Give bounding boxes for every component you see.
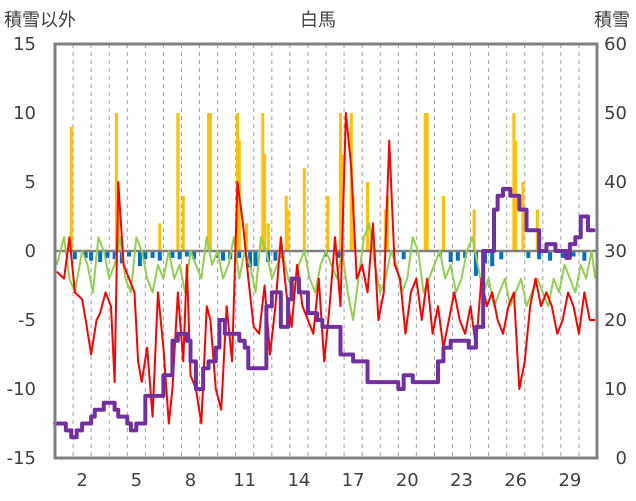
snow-change-bar [324, 251, 328, 257]
precipitation-bar [512, 113, 516, 251]
snow-change-bar [582, 251, 587, 261]
precipitation-bar [181, 195, 185, 251]
snow-change-bar [157, 251, 162, 261]
x-tick-label: 17 [342, 470, 365, 491]
snow-change-bar [127, 251, 132, 257]
left-tick-label: 5 [25, 172, 36, 193]
snow-change-bar [473, 251, 478, 276]
precipitation-bar [245, 223, 249, 251]
snow-change-bar [248, 251, 253, 268]
snow-change-bar [184, 251, 189, 257]
snow-change-bars [72, 251, 587, 276]
left-axis-label: 積雪以外 [4, 10, 76, 31]
precipitation-bar [263, 154, 267, 251]
left-tick-label: -15 [7, 448, 36, 469]
snow-change-bar [177, 251, 182, 260]
right-tick-label: 60 [604, 34, 627, 55]
snow-change-bar [548, 251, 553, 261]
precipitation-bar [286, 209, 290, 251]
snow-change-bar [143, 251, 148, 260]
precipitation-bar [158, 223, 162, 251]
precipitation-bar [284, 195, 288, 251]
snow-change-bar [455, 251, 460, 261]
precipitation-bar [114, 113, 118, 251]
chart-title: 白馬 [300, 10, 336, 31]
snow-change-bar [170, 251, 175, 258]
snow-change-bar [72, 251, 77, 260]
precipitation-bar [302, 168, 306, 251]
snow-change-bar [98, 251, 103, 263]
x-tick-label: 23 [450, 470, 473, 491]
snow-change-bar [237, 251, 242, 258]
left-tick-label: 15 [13, 34, 36, 55]
snow-change-bar [253, 251, 258, 267]
snow-change-bar [537, 251, 542, 260]
snow-change-bar [150, 251, 155, 258]
snow-change-bar [273, 251, 278, 261]
x-tick-label: 29 [558, 470, 581, 491]
snow-change-bar [112, 251, 117, 260]
x-tick-label: 2 [76, 470, 87, 491]
right-tick-label: 0 [616, 448, 627, 469]
precipitation-bar [423, 113, 427, 251]
temperature-max-line [56, 112, 596, 425]
x-tick-label: 14 [287, 470, 310, 491]
x-tick-label: 20 [396, 470, 419, 491]
precipitation-bar [366, 182, 370, 251]
snow-change-bar [336, 251, 341, 258]
snow-change-bar [221, 251, 226, 261]
left-tick-label: 0 [25, 241, 36, 262]
x-tick-label: 26 [504, 470, 527, 491]
precipitation-bar [266, 223, 270, 251]
precipitation-bar [261, 113, 265, 251]
precipitation-bar [338, 113, 342, 251]
snow-change-bar [499, 251, 504, 260]
x-tick-label: 11 [233, 470, 256, 491]
precipitation-bar [385, 195, 389, 251]
temperature-min-line [55, 222, 597, 321]
snow-change-bar [401, 251, 406, 260]
right-tick-label: 30 [604, 241, 627, 262]
precipitation-bar [425, 113, 429, 251]
right-tick-label: 50 [604, 103, 627, 124]
precipitation-bar [69, 126, 73, 251]
precipitation-bar [521, 182, 525, 251]
snow-change-bar [83, 251, 88, 258]
series-lines [53, 112, 597, 440]
precipitation-bar [176, 113, 180, 251]
left-tick-label: 10 [13, 103, 36, 124]
x-tick-label: 8 [185, 470, 196, 491]
precipitation-bar [208, 113, 212, 251]
right-tick-label: 40 [604, 172, 627, 193]
snow-change-bar [137, 251, 142, 267]
snow-change-bar [105, 251, 110, 258]
right-axis-label: 積雪 [594, 10, 630, 31]
snow-change-bar [448, 251, 453, 263]
right-tick-label: 20 [604, 310, 627, 331]
precipitation-bar [441, 195, 445, 251]
x-tick-label: 5 [131, 470, 142, 491]
tick-labels: -15 -10 -5 0 5 10 15 0 10 20 30 40 50 60 2 5 8 11 14 17 20 23… [7, 34, 627, 491]
plot-frame [53, 42, 599, 460]
snow-change-bar [571, 251, 576, 257]
precipitation-bars [69, 113, 539, 251]
precipitation-bar [326, 195, 330, 251]
left-tick-label: -10 [7, 379, 36, 400]
snow-change-bar [192, 251, 197, 260]
precipitation-bar [207, 113, 211, 251]
snow-change-bar [526, 251, 531, 258]
snow-change-bar [89, 251, 94, 261]
snow-change-bar [463, 251, 468, 258]
precipitation-bar [340, 154, 344, 251]
snow-depth-line [53, 186, 596, 440]
snow-change-bar [490, 251, 495, 267]
left-tick-label: -5 [18, 310, 36, 331]
right-tick-label: 10 [604, 379, 627, 400]
precipitation-bar [472, 209, 476, 251]
snow-change-bar [560, 251, 565, 258]
